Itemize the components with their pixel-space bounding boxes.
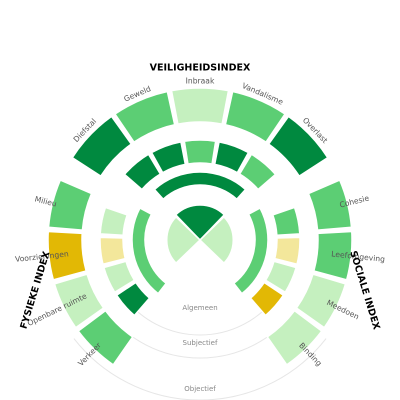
- middle-segment-diefstal: [123, 153, 162, 191]
- core-segment-fysieke-index: [166, 215, 202, 265]
- middle-segment-meedoen: [264, 260, 298, 294]
- ring-guide-arc: [73, 338, 327, 400]
- core-segment-sociale-index: [198, 215, 234, 265]
- ring-label-objectief: Objectief: [184, 385, 216, 393]
- outer-segment-overlast: [267, 115, 329, 178]
- middle-segment-binding: [249, 281, 285, 317]
- inner-segment-fysieke-index: [131, 207, 168, 295]
- middle-segment-overlast: [238, 153, 277, 191]
- ring-label-algemeen: Algemeen: [182, 304, 217, 312]
- inner-segment-sociale-index: [232, 207, 269, 295]
- middle-segment-leefomgeving: [273, 236, 301, 266]
- ring-guide-arc: [124, 298, 276, 336]
- outer-segment-milieu: [47, 179, 93, 231]
- core-segment-veiligheidsindex: [174, 204, 226, 242]
- outer-segment-binding: [266, 309, 323, 366]
- middle-segment-milieu: [99, 206, 129, 237]
- outer-segment-leefomgeving: [312, 230, 353, 281]
- middle-segment-verkeer: [115, 281, 151, 317]
- outer-segment-vandalisme: [224, 90, 287, 144]
- middle-segment-inbraak: [183, 139, 217, 165]
- outer-segment-openbare-ruimte: [53, 273, 105, 329]
- middle-segment-voorzieningen: [99, 236, 127, 266]
- index-title-veiligheidsindex: VEILIGHEIDSINDEX: [150, 63, 251, 74]
- outer-segment-diefstal: [71, 115, 133, 178]
- outer-segment-voorzieningen: [47, 230, 88, 281]
- middle-segment-geweld: [150, 140, 187, 174]
- outer-segment-inbraak: [170, 87, 230, 125]
- middle-segment-cohesie: [271, 206, 301, 237]
- outer-segment-verkeer: [77, 309, 134, 366]
- middle-segment-openbare-ruimte: [102, 260, 136, 294]
- ring-label-subjectief: Subjectief: [183, 339, 218, 347]
- outer-label-inbraak: Inbraak: [186, 77, 215, 86]
- outer-segment-meedoen: [295, 273, 347, 329]
- outer-segment-cohesie: [307, 179, 353, 231]
- middle-segment-vandalisme: [213, 140, 250, 174]
- outer-segment-geweld: [113, 90, 176, 144]
- inner-segment-veiligheidsindex: [153, 171, 247, 201]
